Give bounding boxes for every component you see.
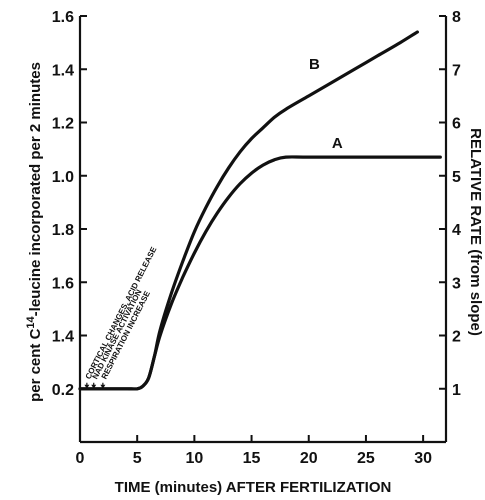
curve-label-a: A [332,135,343,152]
event-arrowhead [100,384,106,389]
y-tick-label-right: 7 [452,62,461,79]
y-tick-label-right: 2 [452,329,461,346]
x-tick-label: 5 [133,450,142,467]
event-annotation: NAD KINASE ACTIVATION [90,288,143,381]
x-axis-title: TIME (minutes) AFTER FERTILIZATION [115,479,392,496]
event-arrowhead [91,384,97,389]
y-tick-label-right: 3 [452,275,461,292]
x-tick-label: 10 [185,450,203,467]
curve-label-b: B [309,56,320,73]
y-tick-label-left: 1.4 [52,329,74,346]
y-tick-label-left: 1.4 [52,62,74,79]
y-tick-label-left: 1.8 [52,222,74,239]
y-tick-label-right: 6 [452,116,461,133]
y-tick-label-right: 5 [452,169,461,186]
y-tick-label-left: 0.2 [52,382,74,399]
curve-a [78,155,442,391]
x-tick-label: 0 [76,450,85,467]
event-annotation: CORTICAL CHANGES, ACID RELEASE [84,245,159,381]
y-axis-title-right: RELATIVE RATE (from slope) [467,128,484,336]
x-tick-label: 25 [357,450,375,467]
y-tick-label-right: 4 [452,222,461,239]
y-tick-label-left: 1.6 [52,9,74,26]
y-axis-title-left: per cent C14-leucine incorporated per 2 … [25,62,44,402]
y-tick-label-left: 1.2 [52,116,74,133]
event-arrowhead [84,384,90,389]
x-tick-label: 15 [243,450,261,467]
y-tick-label-right: 1 [452,382,461,399]
x-tick-label: 20 [300,450,318,467]
x-tick-label: 30 [414,450,432,467]
y-tick-label-right: 8 [452,9,461,26]
curve-b [78,30,419,391]
y-tick-label-left: 1.0 [52,169,74,186]
y-tick-label-left: 1.6 [52,275,74,292]
